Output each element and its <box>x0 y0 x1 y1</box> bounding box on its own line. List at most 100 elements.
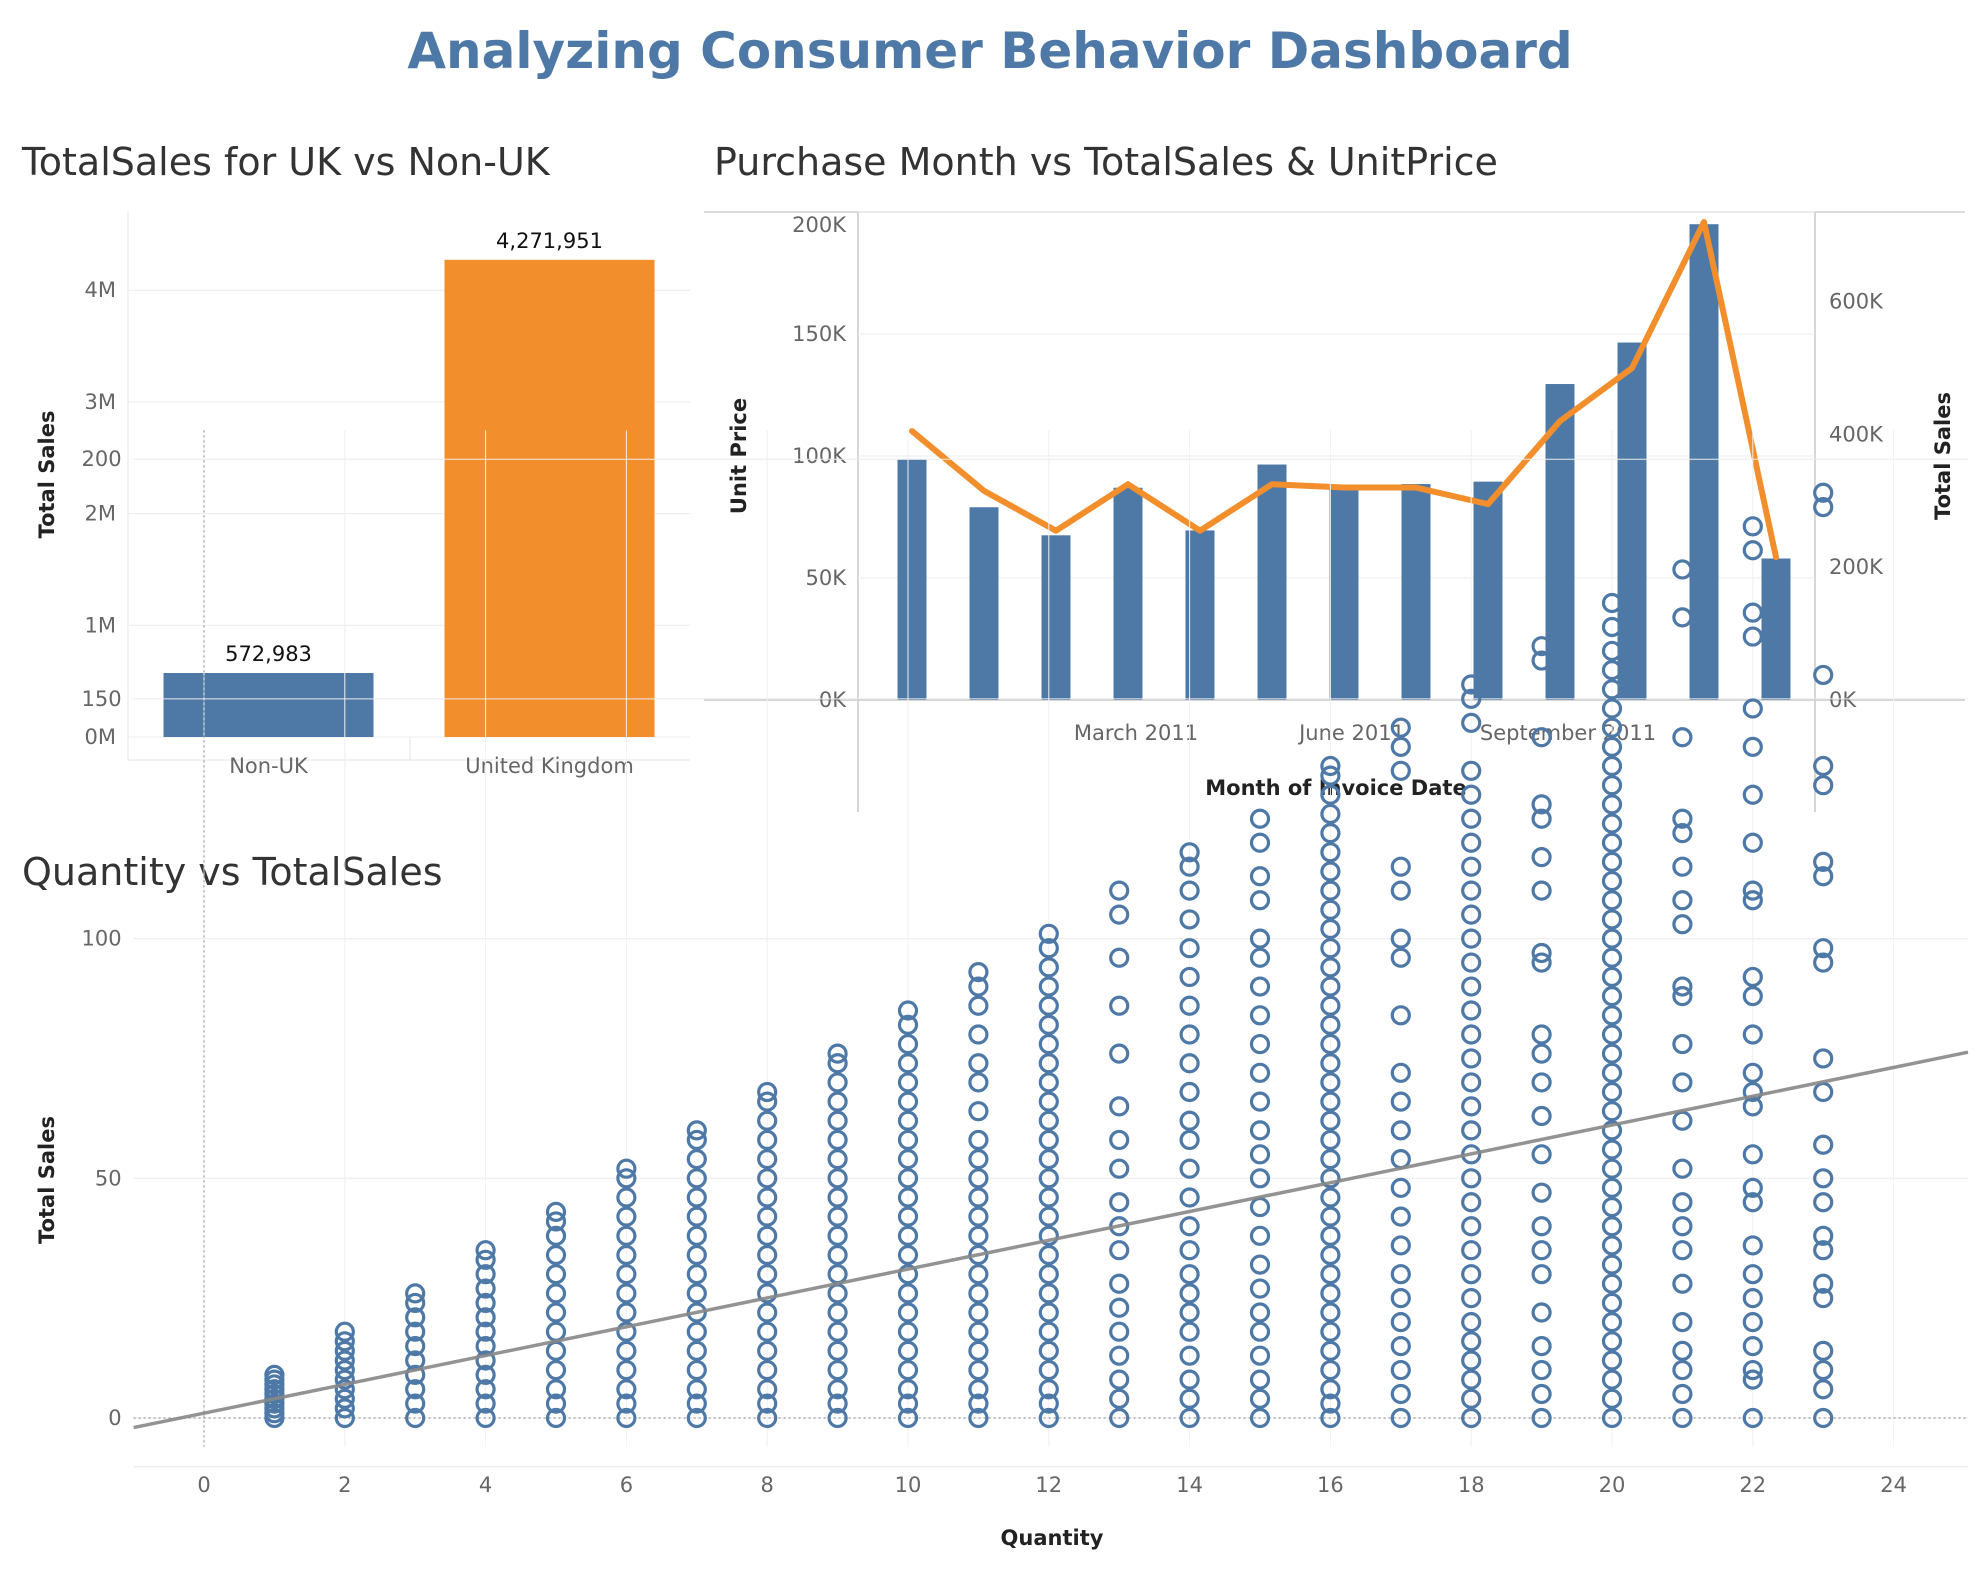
scatter-point <box>1601 1407 1623 1429</box>
scatter-point <box>1813 664 1834 686</box>
scatter-point <box>1179 909 1200 930</box>
scatter-y-tick-label: 150 <box>82 687 122 711</box>
scatter-point <box>968 1225 989 1246</box>
scatter-point <box>1742 1177 1763 1198</box>
scatter-point <box>1320 1393 1341 1414</box>
scatter-point <box>1601 1024 1623 1045</box>
scatter-point <box>1601 813 1623 834</box>
scatter-point <box>1813 1359 1834 1381</box>
scatter-point <box>1531 1105 1552 1127</box>
scatter-point <box>334 1350 355 1371</box>
month-right-tick-label: 400K <box>1829 422 1884 446</box>
scatter-point <box>1320 1014 1341 1035</box>
scatter-point <box>475 1249 496 1270</box>
scatter-point <box>757 1081 778 1103</box>
scatter-point <box>827 1187 848 1208</box>
scatter-point <box>1601 794 1623 815</box>
month-total-sales-line <box>909 218 1779 561</box>
scatter-point <box>1601 890 1623 911</box>
scatter-point <box>897 1033 919 1055</box>
scatter-point <box>968 1024 989 1045</box>
scatter-point <box>545 1359 567 1381</box>
scatter-point <box>1109 947 1130 968</box>
scatter-point <box>897 1393 919 1414</box>
scatter-point <box>545 1211 567 1232</box>
scatter-x-tick-label: 18 <box>1458 1473 1485 1497</box>
scatter-point <box>827 1043 848 1064</box>
scatter-point <box>1742 626 1763 647</box>
scatter-point <box>1320 1129 1341 1151</box>
scatter-point <box>1601 1273 1623 1294</box>
scatter-trend-line <box>133 1050 1969 1430</box>
scatter-point <box>1179 966 1200 988</box>
scatter-point <box>1249 1062 1271 1083</box>
scatter-point <box>1461 1096 1482 1117</box>
scatter-point <box>1179 938 1200 959</box>
scatter-point <box>1601 928 1623 949</box>
scatter-point <box>1813 1168 1834 1189</box>
scatter-point <box>1672 1240 1693 1261</box>
scatter-point <box>475 1350 496 1371</box>
scatter-point <box>1672 559 1693 580</box>
scatter-point <box>897 1110 919 1131</box>
scatter-point <box>1461 1072 1482 1093</box>
scatter-point <box>968 1302 989 1323</box>
uk-y-tick-label: 2M <box>85 502 116 526</box>
scatter-point <box>1742 966 1763 988</box>
uk-chart-title: TotalSales for UK vs Non-UK <box>22 140 550 184</box>
scatter-point <box>897 1283 919 1304</box>
scatter-point <box>1601 909 1623 930</box>
scatter-point <box>1109 880 1130 901</box>
scatter-point <box>757 1340 778 1361</box>
scatter-point <box>968 962 989 983</box>
scatter-point <box>968 1187 989 1208</box>
scatter-point <box>1531 847 1552 868</box>
month-unit-price-bar <box>1113 487 1143 700</box>
scatter-point <box>757 1129 778 1151</box>
scatter-point <box>475 1240 496 1261</box>
scatter-point <box>1531 1182 1552 1203</box>
scatter-point <box>1320 784 1341 805</box>
scatter-point <box>1461 1120 1482 1141</box>
month-left-tick-label: 100K <box>792 444 847 468</box>
scatter-point <box>757 1321 778 1342</box>
scatter-point <box>1461 1407 1482 1429</box>
scatter-point <box>1672 914 1693 935</box>
scatter-point <box>1601 1331 1623 1352</box>
uk-x-tick-label: United Kingdom <box>465 754 634 778</box>
scatter-point <box>1179 1283 1200 1304</box>
scatter-point <box>1109 1407 1130 1429</box>
uk-x-tick-label: Non-UK <box>229 754 309 778</box>
scatter-point <box>1320 1359 1341 1381</box>
scatter-point <box>1320 957 1341 978</box>
scatter-point <box>968 1072 989 1093</box>
scatter-point <box>1813 482 1834 503</box>
scatter-point <box>1601 851 1623 872</box>
scatter-point <box>616 1187 637 1208</box>
scatter-point <box>1109 1388 1130 1409</box>
scatter-point <box>334 1379 355 1400</box>
scatter-point <box>1109 1192 1130 1213</box>
scatter-x-tick-label: 10 <box>895 1473 922 1497</box>
scatter-point <box>1249 1278 1271 1299</box>
scatter-point <box>968 1283 989 1304</box>
scatter-point <box>1461 1168 1482 1189</box>
month-unit-price-bar <box>969 507 999 700</box>
scatter-point <box>1531 942 1552 964</box>
scatter-point <box>1179 1345 1200 1366</box>
scatter-point <box>1249 1033 1271 1055</box>
scatter-point <box>897 1264 919 1285</box>
scatter-point <box>1742 540 1763 561</box>
scatter-point <box>1038 923 1059 944</box>
scatter-point <box>1038 1053 1059 1074</box>
scatter-point <box>1531 727 1552 748</box>
scatter-point <box>1601 1388 1623 1409</box>
month-left-tick-label: 200K <box>792 213 847 237</box>
scatter-point <box>1038 1393 1059 1414</box>
scatter-point <box>545 1393 567 1414</box>
scatter-point <box>757 1225 778 1246</box>
scatter-point <box>827 1072 848 1093</box>
scatter-point <box>1109 1240 1130 1261</box>
scatter-point <box>545 1244 567 1266</box>
uk-y-tick-label: 4M <box>85 278 116 302</box>
